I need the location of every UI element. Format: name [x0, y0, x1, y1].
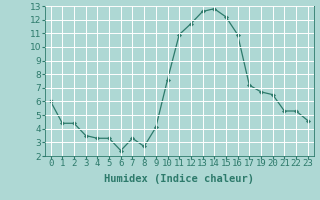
X-axis label: Humidex (Indice chaleur): Humidex (Indice chaleur)	[104, 174, 254, 184]
